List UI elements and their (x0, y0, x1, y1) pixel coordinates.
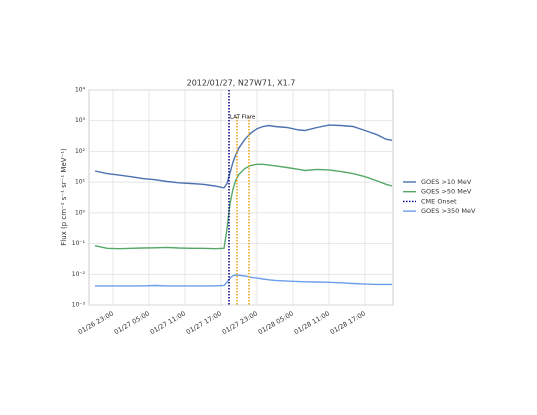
plot-area (88, 89, 394, 306)
series-line (94, 163, 393, 250)
x-tick-label: 01/28 17:00 (329, 310, 367, 337)
y-tick-label: 10⁻¹ (72, 240, 86, 247)
chart-title: 2012/01/27, N27W71, X1.7 (187, 79, 296, 88)
series-line (94, 124, 393, 189)
y-axis-label: Flux (p cm⁻² s⁻¹ sr⁻¹ MeV⁻¹) (60, 148, 68, 246)
x-tick-label: 01/28 11:00 (293, 310, 331, 337)
legend-label: GOES >350 MeV (421, 207, 476, 215)
x-tick-label: 01/27 11:00 (149, 310, 187, 337)
series-line (95, 274, 392, 287)
legend-label: GOES >50 MeV (421, 188, 472, 196)
x-tick-label: 01/26 23:00 (77, 310, 115, 337)
y-tick-label: 10⁰ (75, 209, 86, 216)
x-tick-label: 01/27 23:00 (221, 310, 259, 337)
x-tick-label: 01/27 17:00 (185, 310, 223, 337)
y-tick-label: 10² (75, 148, 86, 155)
y-tick-label: 10⁻³ (72, 302, 86, 309)
y-tick-label: 10⁻² (72, 271, 86, 278)
x-tick-label: 01/27 05:00 (113, 310, 151, 337)
legend-label: CME Onset (421, 197, 457, 205)
annotation: LAT Flare (230, 115, 256, 121)
legend-label: GOES >10 MeV (421, 178, 472, 186)
y-tick-label: 10¹ (75, 179, 86, 186)
y-tick-label: 10⁴ (75, 87, 86, 94)
y-tick-label: 10³ (75, 117, 86, 124)
x-tick-label: 01/28 05:00 (257, 310, 295, 337)
